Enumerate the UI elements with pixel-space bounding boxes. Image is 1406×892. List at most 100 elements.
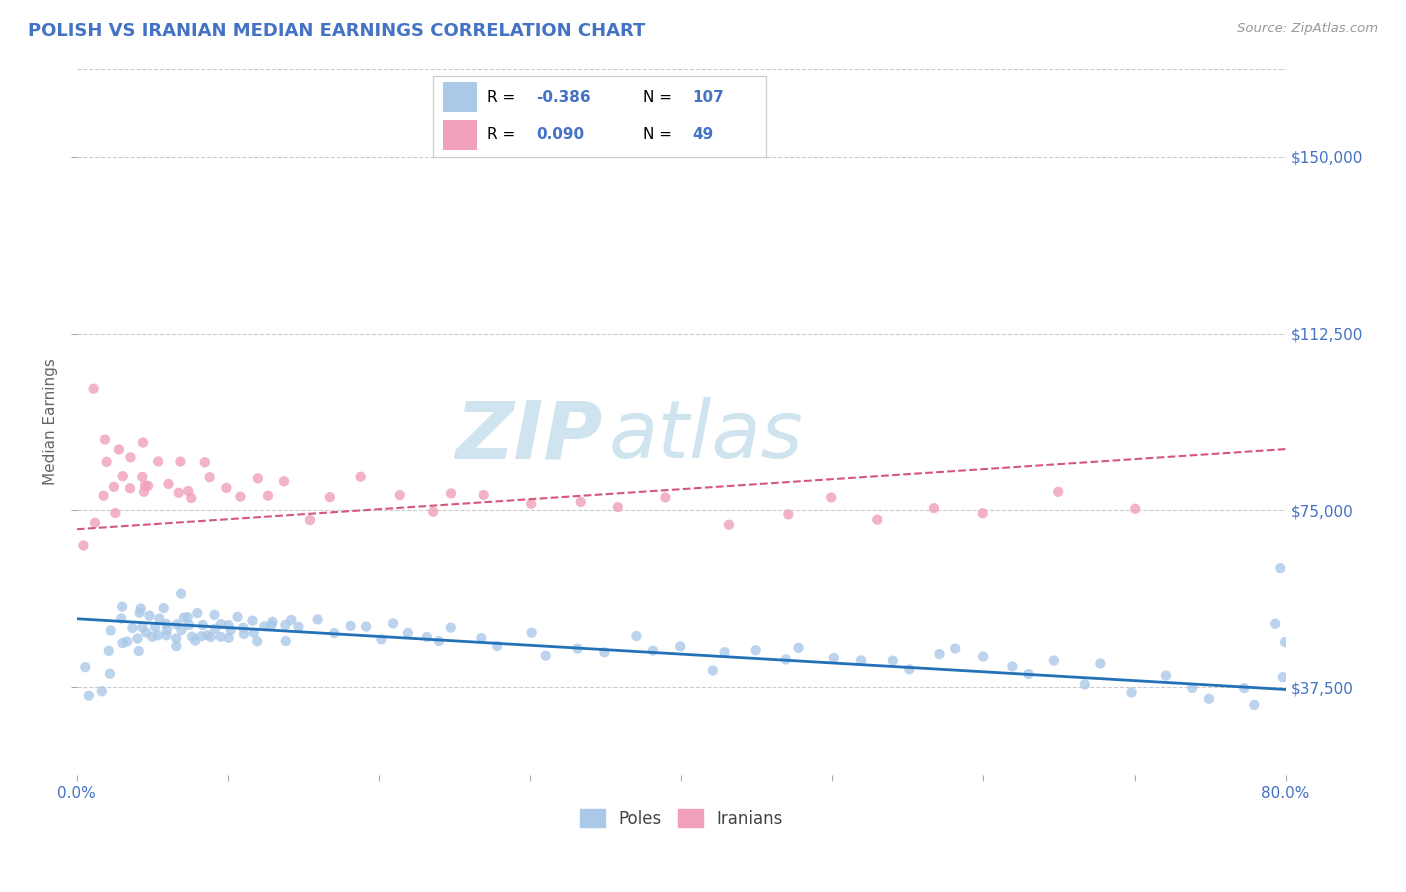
Point xyxy=(90,684,112,698)
Point xyxy=(181,630,204,644)
Point xyxy=(744,643,766,657)
Point xyxy=(167,485,190,500)
Point xyxy=(218,618,240,632)
Point xyxy=(416,630,439,644)
Point xyxy=(135,625,157,640)
Point xyxy=(177,610,200,624)
Point xyxy=(274,618,297,632)
Point xyxy=(641,643,664,657)
Point xyxy=(128,644,150,658)
Point xyxy=(83,382,105,396)
Point xyxy=(1047,484,1070,499)
Point xyxy=(626,629,648,643)
Point xyxy=(166,617,188,632)
Text: Source: ZipAtlas.com: Source: ZipAtlas.com xyxy=(1237,22,1378,36)
Point xyxy=(1271,670,1294,684)
Point xyxy=(262,615,284,629)
Point xyxy=(1001,659,1024,673)
Point xyxy=(134,478,156,492)
Point xyxy=(606,500,628,515)
Point xyxy=(121,621,143,635)
Point xyxy=(180,491,202,505)
Point xyxy=(111,636,134,650)
Point xyxy=(177,483,200,498)
Point xyxy=(1198,691,1220,706)
Point xyxy=(219,623,242,637)
Point xyxy=(131,620,153,634)
Point xyxy=(233,627,256,641)
Point xyxy=(72,538,94,552)
Point xyxy=(593,645,616,659)
Point xyxy=(77,689,100,703)
Point xyxy=(1074,677,1097,691)
Point xyxy=(274,634,297,648)
Point xyxy=(569,495,592,509)
Point xyxy=(1090,657,1112,671)
Point xyxy=(396,626,419,640)
Point xyxy=(111,469,134,483)
Point xyxy=(382,616,405,631)
Point xyxy=(204,607,226,622)
Point xyxy=(339,619,361,633)
Point xyxy=(253,619,276,633)
Point xyxy=(138,608,160,623)
Point xyxy=(922,501,945,516)
Point xyxy=(209,617,232,632)
Point xyxy=(928,647,950,661)
Point xyxy=(110,611,132,625)
Point xyxy=(702,664,724,678)
Point xyxy=(534,648,557,663)
Point xyxy=(118,481,141,495)
Point xyxy=(972,506,994,520)
Point xyxy=(115,634,138,648)
Point xyxy=(108,442,131,457)
Point xyxy=(778,508,800,522)
Point xyxy=(787,640,810,655)
Point xyxy=(170,587,193,601)
Point xyxy=(1233,681,1256,695)
Point xyxy=(246,634,269,648)
Point xyxy=(129,601,152,615)
Text: atlas: atlas xyxy=(609,397,803,475)
Point xyxy=(1121,685,1143,699)
Point xyxy=(1274,635,1296,649)
Point xyxy=(200,630,222,644)
Point xyxy=(229,490,252,504)
Point xyxy=(280,613,302,627)
Point xyxy=(319,490,342,504)
Point xyxy=(669,640,692,654)
Point xyxy=(179,618,201,632)
Point xyxy=(882,654,904,668)
Point xyxy=(132,484,155,499)
Point xyxy=(422,505,444,519)
Point xyxy=(775,652,797,666)
Point xyxy=(260,618,283,632)
Point xyxy=(470,631,492,645)
Point xyxy=(194,455,217,469)
Point xyxy=(100,624,122,638)
Point xyxy=(198,470,221,484)
Point xyxy=(156,623,179,637)
Point xyxy=(520,625,543,640)
Point xyxy=(152,601,174,615)
Point xyxy=(354,619,377,633)
Point xyxy=(94,433,117,447)
Point xyxy=(146,628,169,642)
Point xyxy=(1154,668,1177,682)
Point xyxy=(287,620,309,634)
Point xyxy=(273,475,295,489)
Point xyxy=(148,611,170,625)
Point xyxy=(120,450,142,465)
Point xyxy=(165,639,187,653)
Point xyxy=(427,634,450,648)
Point xyxy=(350,469,373,483)
Point xyxy=(165,632,187,646)
Point xyxy=(226,610,249,624)
Point xyxy=(204,622,226,636)
Point xyxy=(127,632,149,646)
Point xyxy=(143,620,166,634)
Point xyxy=(388,488,411,502)
Point xyxy=(1270,561,1292,575)
Point xyxy=(169,454,191,468)
Text: POLISH VS IRANIAN MEDIAN EARNINGS CORRELATION CHART: POLISH VS IRANIAN MEDIAN EARNINGS CORREL… xyxy=(28,22,645,40)
